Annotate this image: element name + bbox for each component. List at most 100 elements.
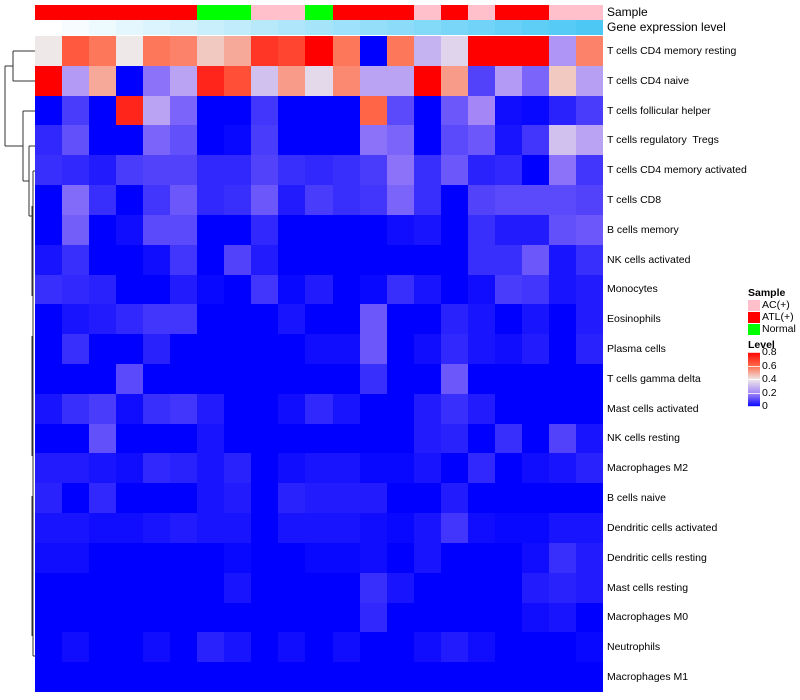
heatmap-cell	[332, 483, 360, 514]
heatmap-cell	[143, 364, 171, 394]
heatmap-cell	[575, 36, 603, 66]
heatmap-cell	[467, 513, 495, 543]
heatmap-cell	[359, 36, 387, 66]
heatmap-cell	[224, 244, 252, 275]
heatmap-cell	[575, 364, 603, 394]
legend-sample-label: Normal	[762, 323, 796, 335]
heatmap-cell	[116, 36, 144, 66]
heatmap-cell	[143, 542, 171, 573]
heatmap-cell	[359, 244, 387, 275]
row-label: B cells naive	[607, 492, 666, 505]
sample-annotation-bar	[35, 5, 603, 20]
heatmap-cell	[386, 214, 414, 245]
heatmap-cell	[278, 155, 306, 186]
heatmap-cell	[386, 423, 414, 454]
heatmap-cell	[305, 244, 333, 275]
heatmap-cell	[575, 602, 603, 633]
heatmap-cell	[521, 155, 549, 186]
heatmap-cell	[116, 423, 144, 454]
heatmap-cell	[548, 36, 576, 66]
heatmap-grid	[35, 36, 603, 692]
heatmap-cell	[278, 393, 306, 424]
heatmap-cell	[386, 364, 414, 394]
heatmap-cell	[494, 36, 522, 66]
heatmap-cell	[521, 483, 549, 514]
heatmap-cell	[521, 274, 549, 305]
heatmap-cell	[143, 602, 171, 633]
heatmap-cell	[440, 274, 468, 305]
sample-annotation-cell	[89, 5, 117, 20]
heatmap-cell	[89, 513, 117, 543]
row-label: NK cells activated	[607, 253, 691, 266]
heatmap-cell	[305, 304, 333, 335]
heatmap-cell	[278, 185, 306, 215]
heatmap-cell	[89, 662, 117, 692]
heatmap-cell	[359, 662, 387, 692]
level-tick-mark	[748, 379, 760, 380]
heatmap-cell	[251, 214, 279, 245]
heatmap-cell	[251, 65, 279, 96]
heatmap-cell	[62, 364, 90, 394]
heatmap-cell	[143, 334, 171, 364]
heatmap-cell	[62, 95, 90, 126]
heatmap-cell	[116, 334, 144, 364]
heatmap-cell	[359, 513, 387, 543]
heatmap-cell	[386, 65, 414, 96]
heatmap-cell	[116, 513, 144, 543]
heatmap-cell	[62, 513, 90, 543]
legend-sample-label: ATL(+)	[762, 311, 794, 323]
heatmap-cell	[521, 542, 549, 573]
heatmap-cell	[224, 453, 252, 484]
heatmap-cell	[413, 244, 441, 275]
heatmap-cell	[197, 483, 225, 514]
heatmap-cell	[305, 155, 333, 186]
heatmap-cell	[62, 453, 90, 484]
heatmap-cell	[332, 95, 360, 126]
heatmap-cell	[440, 572, 468, 603]
heatmap-cell	[359, 155, 387, 186]
heatmap-cell	[467, 185, 495, 215]
heatmap-cell	[440, 125, 468, 156]
heatmap-cell	[251, 483, 279, 514]
heatmap-cell	[278, 274, 306, 305]
heatmap-cell	[170, 662, 198, 692]
heatmap-cell	[305, 95, 333, 126]
heatmap-cell	[359, 542, 387, 573]
heatmap-cell	[305, 632, 333, 663]
heatmap-cell	[224, 602, 252, 633]
heatmap-cell	[494, 572, 522, 603]
heatmap-cell	[548, 334, 576, 364]
heatmap-cell	[170, 155, 198, 186]
heatmap-cell	[116, 125, 144, 156]
heatmap-cell	[440, 393, 468, 424]
heatmap-cell	[359, 65, 387, 96]
heatmap-cell	[413, 185, 441, 215]
heatmap-cell	[575, 155, 603, 186]
heatmap-cell	[440, 65, 468, 96]
heatmap-cell	[548, 244, 576, 275]
heatmap-cell	[548, 95, 576, 126]
sample-annotation-cell	[521, 5, 549, 20]
heatmap-cell	[467, 155, 495, 186]
heatmap-cell	[35, 36, 63, 66]
heatmap-cell	[224, 334, 252, 364]
heatmap-cell	[413, 125, 441, 156]
heatmap-cell	[35, 632, 63, 663]
heatmap-cell	[116, 483, 144, 514]
heatmap-cell	[332, 602, 360, 633]
heatmap-cell	[575, 65, 603, 96]
heatmap-cell	[224, 513, 252, 543]
heatmap-cell	[170, 453, 198, 484]
heatmap-cell	[197, 602, 225, 633]
gene-level-annotation-cell	[197, 20, 225, 35]
heatmap-cell	[548, 125, 576, 156]
heatmap-cell	[575, 572, 603, 603]
heatmap-cell	[467, 65, 495, 96]
heatmap-cell	[116, 95, 144, 126]
row-label: T cells regulatory Tregs	[607, 134, 719, 147]
heatmap-cell	[494, 244, 522, 275]
heatmap-cell	[305, 125, 333, 156]
sample-annotation-cell	[170, 5, 198, 20]
heatmap-cell	[413, 214, 441, 245]
heatmap-cell	[170, 483, 198, 514]
